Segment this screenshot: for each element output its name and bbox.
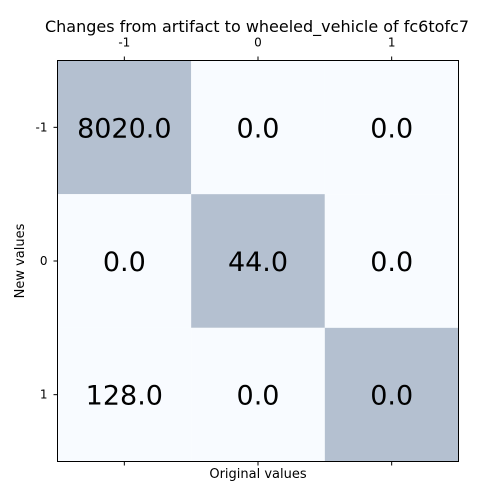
- heatmap-cell: [57, 327, 192, 462]
- x-tick-label: 0: [254, 36, 262, 50]
- axis-ticks: -1 0 1 -1 0 1: [36, 36, 396, 466]
- heatmap-cells: 8020.0 0.0 0.0 0.0 44.0 0.0 128.0 0.0 0.0: [57, 60, 459, 462]
- chart-title: Changes from artifact to wheeled_vehicle…: [45, 17, 469, 37]
- cell-value-label: 128.0: [86, 381, 163, 412]
- heatmap-cell: [57, 60, 192, 195]
- cell-value-label: 0.0: [237, 381, 280, 412]
- x-tick-label: 1: [388, 36, 396, 50]
- cell-value-label: 0.0: [103, 247, 146, 278]
- x-tick-label: -1: [118, 36, 130, 50]
- heatmap-cell: [57, 194, 192, 328]
- cell-value-label: 8020.0: [77, 113, 171, 144]
- cell-value-label: 0.0: [370, 381, 413, 412]
- heatmap-cell: [324, 194, 459, 328]
- cell-value-label: 0.0: [370, 247, 413, 278]
- heatmap-cell: [191, 60, 325, 195]
- cell-value-label: 0.0: [370, 113, 413, 144]
- heatmap-cell: [324, 60, 459, 195]
- heatmap-cell: [324, 327, 459, 462]
- cell-value-label: 44.0: [228, 247, 288, 278]
- plot-frame: [57, 60, 459, 462]
- x-axis-label: Original values: [209, 467, 307, 482]
- y-tick-label: -1: [36, 120, 48, 134]
- heatmap-cell: [191, 327, 325, 462]
- y-axis-label: New values: [13, 223, 28, 298]
- y-tick-label: 0: [40, 254, 48, 268]
- y-tick-label: 1: [40, 388, 48, 402]
- heatmap-cell: [191, 194, 325, 328]
- cell-value-label: 0.0: [237, 113, 280, 144]
